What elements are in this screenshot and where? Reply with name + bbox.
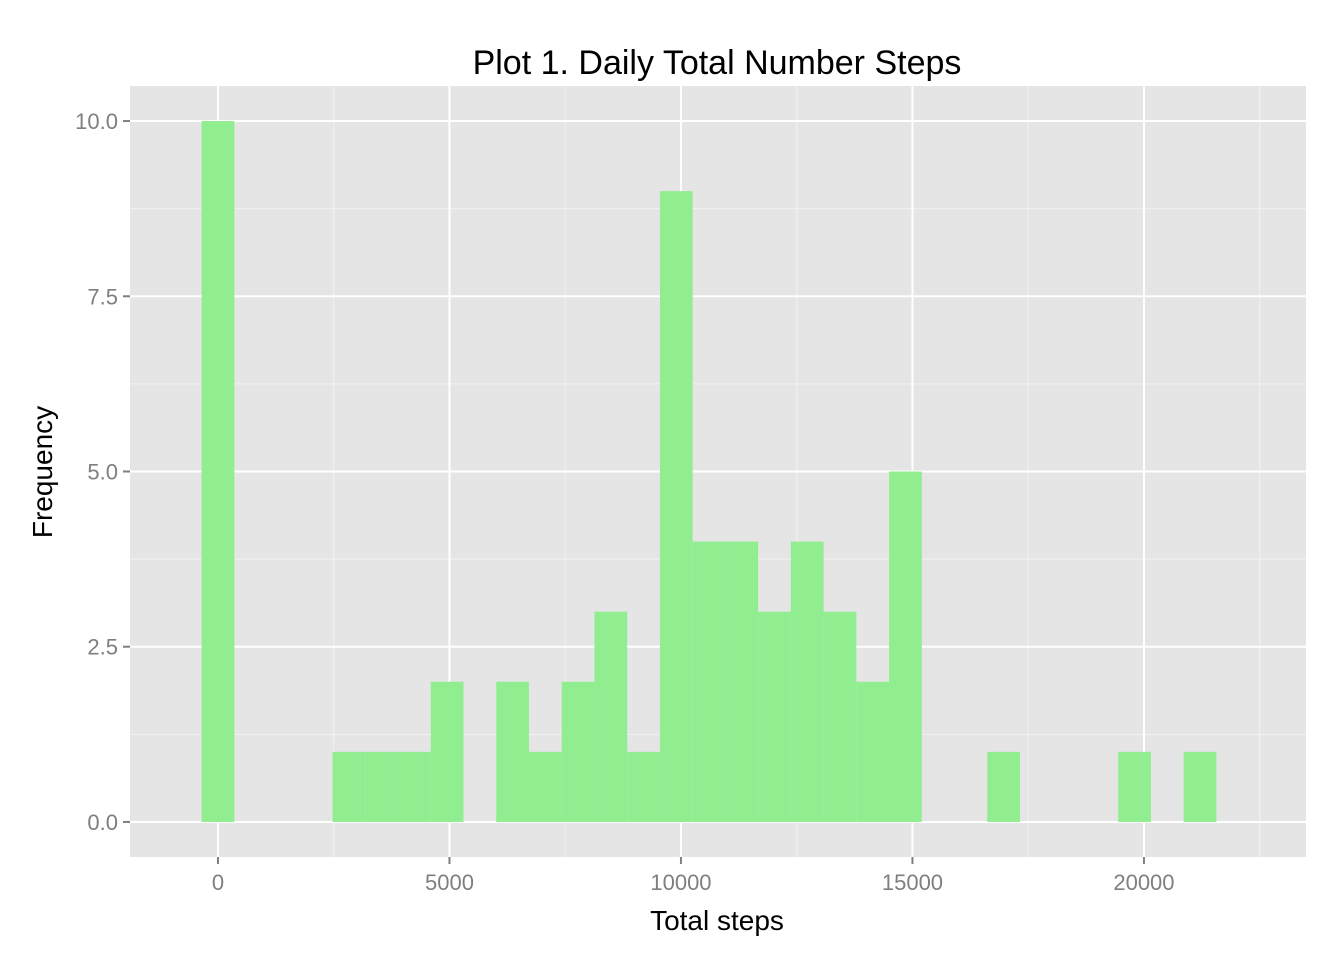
- histogram-bar: [790, 541, 824, 822]
- histogram-bar: [528, 751, 562, 822]
- histogram-bar: [561, 681, 595, 822]
- histogram-bar: [332, 751, 366, 822]
- histogram-bar: [496, 681, 529, 822]
- chart-title: Plot 1. Daily Total Number Steps: [473, 44, 962, 82]
- y-axis-title: Frequency: [27, 406, 58, 538]
- histogram-bar: [725, 541, 759, 822]
- histogram-bar: [201, 121, 235, 822]
- histogram-bar: [987, 751, 1020, 822]
- y-tick-label: 7.5: [87, 284, 118, 309]
- x-axis-title: Total steps: [650, 905, 784, 936]
- histogram-bar: [398, 751, 431, 822]
- histogram-bar: [1118, 751, 1151, 822]
- histogram-bar: [692, 541, 726, 822]
- histogram-bar: [1183, 751, 1217, 822]
- x-tick-label: 15000: [882, 870, 943, 895]
- histogram-bar: [758, 611, 791, 822]
- histogram-bar: [594, 611, 628, 822]
- y-tick-label: 10.0: [75, 109, 118, 134]
- y-tick-label: 5.0: [87, 460, 118, 485]
- histogram-bar: [627, 751, 660, 822]
- x-tick-label: 5000: [425, 870, 474, 895]
- x-tick-label: 20000: [1113, 870, 1174, 895]
- histogram-bar: [430, 681, 464, 822]
- histogram-bar: [856, 681, 890, 822]
- y-tick-label: 2.5: [87, 635, 118, 660]
- histogram-bar: [823, 611, 857, 822]
- histogram-bars: [201, 121, 1217, 822]
- x-tick-label: 0: [212, 870, 224, 895]
- histogram-bar: [365, 751, 399, 822]
- x-tick-label: 10000: [650, 870, 711, 895]
- y-tick-label: 0.0: [87, 810, 118, 835]
- y-axis-ticks: 0.0 2.5 5.0 7.5 10.0: [75, 109, 130, 835]
- x-axis-ticks: 0 5000 10000 15000 20000: [212, 857, 1175, 895]
- histogram-bar: [889, 471, 922, 822]
- histogram-bar: [659, 191, 693, 822]
